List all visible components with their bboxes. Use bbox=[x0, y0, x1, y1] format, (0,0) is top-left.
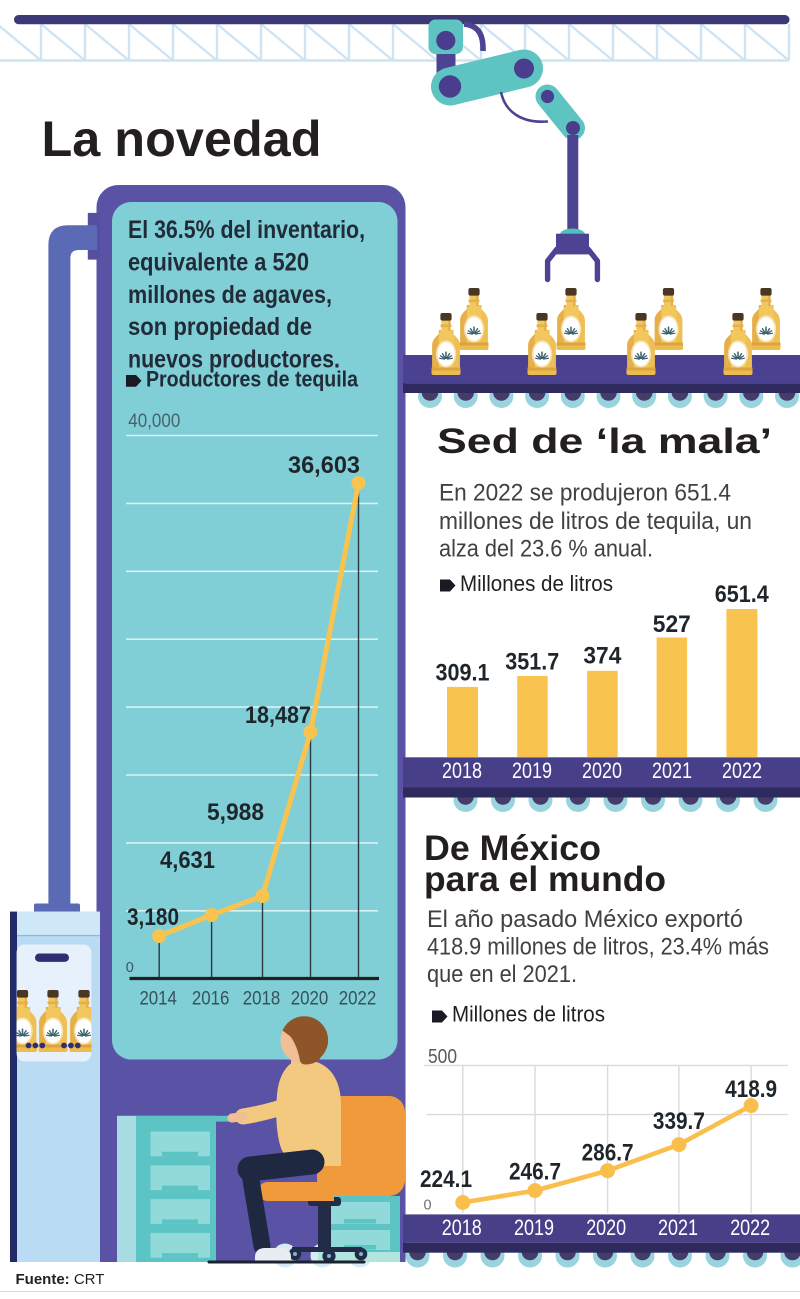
svg-text:40,000: 40,000 bbox=[128, 410, 180, 432]
svg-text:2019: 2019 bbox=[512, 758, 552, 783]
svg-text:Millones de litros: Millones de litros bbox=[460, 571, 613, 596]
svg-text:2021: 2021 bbox=[658, 1215, 698, 1240]
svg-text:527: 527 bbox=[653, 611, 691, 638]
svg-text:0: 0 bbox=[424, 1198, 432, 1214]
svg-text:Sed de ‘la mala’: Sed de ‘la mala’ bbox=[437, 422, 772, 461]
svg-text:3,180: 3,180 bbox=[127, 904, 179, 931]
svg-text:millones de agaves,: millones de agaves, bbox=[128, 281, 332, 309]
svg-text:2020: 2020 bbox=[582, 758, 622, 783]
svg-text:Productores de tequila: Productores de tequila bbox=[146, 367, 359, 392]
svg-text:2018: 2018 bbox=[442, 1215, 482, 1240]
svg-text:651.4: 651.4 bbox=[715, 581, 769, 608]
svg-text:5,988: 5,988 bbox=[207, 799, 264, 826]
svg-text:418.9 millones de litros, 23.4: 418.9 millones de litros, 23.4% más bbox=[427, 934, 769, 961]
svg-text:286.7: 286.7 bbox=[582, 1140, 634, 1167]
svg-text:En 2022 se produjeron 651.4: En 2022 se produjeron 651.4 bbox=[439, 480, 731, 507]
svg-text:son propiedad de: son propiedad de bbox=[128, 313, 312, 341]
svg-text:para el mundo: para el mundo bbox=[424, 860, 666, 899]
svg-text:18,487: 18,487 bbox=[245, 702, 311, 729]
svg-text:374: 374 bbox=[583, 643, 621, 670]
svg-text:Fuente: CRT: Fuente: CRT bbox=[16, 1271, 105, 1288]
svg-text:2020: 2020 bbox=[586, 1215, 626, 1240]
svg-text:que en el 2021.: que en el 2021. bbox=[427, 961, 577, 988]
svg-text:246.7: 246.7 bbox=[509, 1159, 561, 1186]
svg-text:2014: 2014 bbox=[139, 988, 177, 1010]
svg-text:El 36.5% del inventario,: El 36.5% del inventario, bbox=[128, 216, 365, 244]
svg-text:2022: 2022 bbox=[730, 1215, 770, 1240]
svg-text:500: 500 bbox=[428, 1046, 457, 1068]
svg-text:equivalente a 520: equivalente a 520 bbox=[128, 248, 309, 276]
svg-text:millones de litros de tequila,: millones de litros de tequila, un bbox=[439, 508, 752, 535]
svg-text:2016: 2016 bbox=[192, 988, 230, 1010]
svg-text:alza del 23.6 % anual.: alza del 23.6 % anual. bbox=[439, 536, 653, 563]
svg-text:2020: 2020 bbox=[291, 988, 329, 1010]
svg-text:4,631: 4,631 bbox=[160, 847, 215, 874]
svg-text:2022: 2022 bbox=[339, 988, 377, 1010]
svg-text:2018: 2018 bbox=[243, 988, 281, 1010]
svg-text:351.7: 351.7 bbox=[505, 648, 559, 675]
svg-text:La novedad: La novedad bbox=[42, 111, 322, 167]
svg-text:El año pasado México exportó: El año pasado México exportó bbox=[427, 906, 743, 933]
svg-text:2022: 2022 bbox=[722, 758, 762, 783]
svg-text:2019: 2019 bbox=[514, 1215, 554, 1240]
svg-text:0: 0 bbox=[126, 960, 134, 976]
svg-text:nuevos productores.: nuevos productores. bbox=[128, 346, 340, 374]
svg-text:309.1: 309.1 bbox=[436, 659, 490, 686]
svg-text:2018: 2018 bbox=[442, 758, 482, 783]
svg-text:339.7: 339.7 bbox=[653, 1108, 705, 1135]
svg-text:418.9: 418.9 bbox=[725, 1076, 777, 1103]
svg-text:36,603: 36,603 bbox=[288, 452, 360, 479]
svg-text:224.1: 224.1 bbox=[420, 1166, 472, 1193]
svg-text:2021: 2021 bbox=[652, 758, 692, 783]
svg-text:De México: De México bbox=[424, 829, 601, 868]
svg-text:Millones de litros: Millones de litros bbox=[452, 1002, 605, 1027]
